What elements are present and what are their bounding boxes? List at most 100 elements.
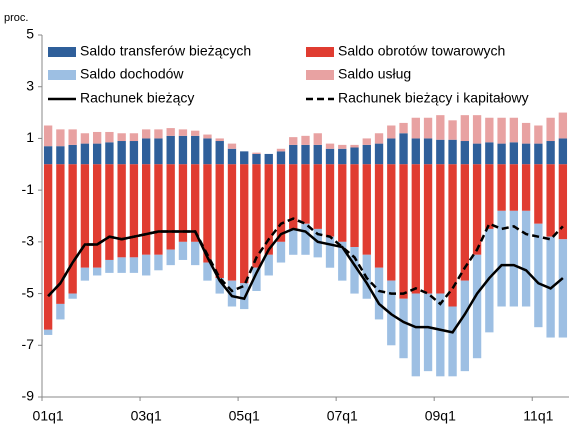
bar-segment [313,164,322,229]
bar-segment [92,143,102,165]
bar-segment [203,262,212,281]
bar-segment [374,133,384,144]
bar-segment [521,122,531,144]
bar-segment [460,115,469,142]
bar-segment [387,138,396,165]
bar-segment [485,117,494,143]
bar-segment [374,164,384,268]
legend-label: Saldo transferów bieżących [80,43,251,59]
bar-segment [485,164,494,229]
bar-segment [423,164,433,294]
bar-segment [350,147,359,165]
bar-segment [264,164,273,255]
bar-segment [142,254,151,276]
bar-segment [374,267,384,320]
bar-segment [497,117,506,144]
bar-segment [534,164,543,224]
bar-segment [227,280,237,307]
bar-segment [68,129,77,145]
bar-segment [203,134,212,139]
bar-segment [546,117,555,142]
bar-segment [129,164,139,258]
bar-segment [178,129,188,136]
bar-segment [313,133,322,145]
bar-segment [252,164,261,268]
bar-segment [387,164,396,281]
bar-segment [472,143,482,165]
bar-segment [313,144,322,165]
bar-segment [325,148,335,165]
bar-segment [68,164,77,294]
bar-segment [534,143,543,165]
bar-segment [301,144,310,165]
bar-segment [264,153,273,165]
bar-segment [276,151,286,165]
line-series [47,217,564,306]
bar-segment [350,144,359,148]
legend-label: Saldo usług [338,66,411,82]
bar-segment [521,164,531,211]
bar-segment [178,164,188,242]
bar-segment [423,138,433,165]
bar-segment [497,143,506,165]
legend-label: Rachunek bieżący i kapitałowy [338,90,529,106]
bar-segment [289,137,298,145]
legend-swatch [306,70,334,80]
bar-segment [387,125,396,139]
bar-segment [338,164,347,242]
bar-segment [252,267,261,291]
bar-segment [203,164,212,263]
bar-segment [485,228,494,333]
bar-segment [399,122,408,134]
bar-segment [105,164,114,260]
bar-segment [56,164,65,304]
bar-segment [436,139,445,165]
bar-segment [325,164,335,237]
legend-swatch [48,70,76,80]
bar-segment [56,303,65,320]
bar-segment [142,138,151,165]
bar-segment [558,164,568,240]
bar-segment [313,228,322,258]
bar-segment [117,164,126,258]
bar-segment [215,141,224,165]
bar-segment [117,141,126,165]
bar-segment [362,164,371,255]
bar-segment [460,164,469,281]
bar-segment [166,249,175,266]
bar-segment [448,139,457,165]
bar-segment [43,146,53,165]
bar-segment [338,148,347,165]
bar-segment [92,131,102,144]
bar-segment [129,133,139,142]
bar-segment [399,133,408,165]
bar-segment [289,144,298,165]
bar-segment [325,236,335,268]
bar-segment [178,135,188,165]
bar-segment [411,164,420,294]
bar-segment [276,164,286,242]
bar-segment [325,143,335,149]
bar-segment [43,125,53,147]
legend-label: Saldo dochodów [80,66,184,82]
bar-segment [423,293,433,372]
bar-segment [521,143,531,165]
bar-segment [92,164,102,268]
bar-segment [301,223,310,255]
bar-segment [448,120,457,140]
bar-segment [436,115,445,140]
bar-segment [350,164,359,248]
bar-segment [142,164,151,255]
bar-segment [534,223,543,328]
bar-segment [215,164,224,279]
bar-segment [227,143,237,149]
bar-segment [92,267,102,276]
bar-segment [56,146,65,165]
bar-segment [43,329,53,335]
legend-swatch [48,47,76,57]
y-tick-label: -1 [22,181,35,197]
bar-segment [252,153,261,165]
bar-segment [56,129,65,147]
bar-segment [436,293,445,377]
bar-segment [448,164,457,307]
